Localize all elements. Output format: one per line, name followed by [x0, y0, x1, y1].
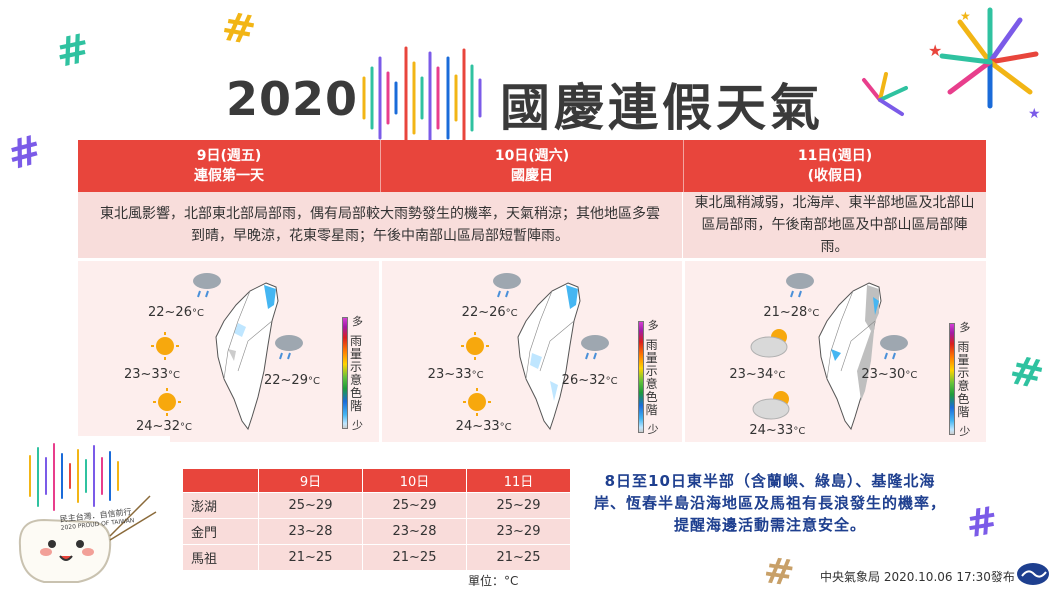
table-row: 馬祖 21~25 21~25 21~25 — [182, 544, 571, 571]
map-cell-9: 22~26°C 23~33°C 24~32°C 22~29°C 多 雨量示意色階… — [78, 261, 382, 442]
title-year: 2020 — [226, 72, 359, 126]
table-unit: 單位：°C — [468, 574, 519, 588]
day-date: 11日(週日) — [797, 148, 873, 164]
fireworks-decoration: ★ ★ ★ — [862, 7, 1041, 122]
value-cell: 21~25 — [362, 544, 467, 571]
cloud-rain-icon — [580, 335, 609, 360]
forecast-description-row: 東北風影響，北部東北部局部雨，偶有局部較大雨勢發生的機率，天氣稍涼；其他地區多雲… — [78, 192, 986, 258]
day-note: 連假第一天 — [194, 168, 264, 184]
forecast-description-11: 東北風稍減弱，北海岸、東半部地區及北部山區局部雨，午後南部地區及中部山區局部陣雨… — [682, 192, 986, 258]
cloud-rain-icon — [880, 335, 909, 360]
taiwan-rain-map — [215, 282, 279, 431]
table-header-row: 9日 10日 11日 — [182, 468, 571, 493]
rain-color-scale — [342, 317, 348, 429]
day-header-row: 9日(週五) 連假第一天 10日(週六) 國慶日 11日(週日) (收假日) — [78, 140, 986, 192]
day-note: (收假日) — [807, 168, 863, 184]
islands-temperature-table: 9日 10日 11日 澎湖 25~29 25~29 25~29 金門 23~28… — [182, 468, 571, 571]
mascot-illustration — [0, 436, 170, 596]
sun-icon — [151, 332, 179, 360]
map-cell-11: 21~28°C 23~34°C 24~33°C 23~30°C 多 雨量示意色階… — [685, 261, 986, 442]
legend-bottom: 少 — [352, 419, 363, 432]
rain-color-scale — [637, 321, 644, 433]
legend-middle: 雨量示意色階 — [645, 338, 658, 417]
day-date: 10日(週六) — [494, 148, 570, 164]
table-corner — [182, 468, 259, 493]
rain-legend: 多 雨量示意色階 少 — [637, 317, 670, 437]
svg-text:★: ★ — [960, 9, 971, 23]
hash-decoration: # — [218, 3, 260, 55]
legend-bottom: 少 — [959, 425, 971, 438]
value-cell: 25~29 — [258, 492, 363, 519]
temp-south: 24~33°C — [749, 423, 806, 438]
place-cell: 澎湖 — [182, 492, 259, 519]
legend-top: 多 — [647, 319, 659, 332]
legend-bottom: 少 — [647, 423, 659, 436]
value-cell: 21~25 — [258, 544, 363, 571]
day-note: 國慶日 — [511, 168, 553, 184]
table-header-cell: 10日 — [362, 468, 467, 493]
cwb-logo-icon — [1017, 563, 1049, 585]
page-title: 2020 國慶連假天氣 — [0, 46, 1060, 150]
temp-central: 23~34°C — [729, 367, 786, 382]
legend-top: 多 — [959, 321, 971, 334]
day-date: 9日(週五) — [196, 148, 262, 164]
place-cell: 馬祖 — [182, 544, 259, 571]
table-header-cell: 9日 — [258, 468, 363, 493]
value-cell: 23~29 — [466, 518, 571, 545]
value-cell: 23~28 — [362, 518, 467, 545]
temp-east: 22~29°C — [264, 373, 320, 388]
table-row: 澎湖 25~29 25~29 25~29 — [182, 492, 571, 519]
hash-decoration: # — [962, 497, 1002, 547]
legend-top: 多 — [352, 315, 363, 328]
temp-north: 22~26°C — [461, 305, 518, 320]
day-header-10: 10日(週六) 國慶日 — [381, 140, 684, 192]
svg-text:★: ★ — [1028, 106, 1041, 122]
temp-east: 23~30°C — [861, 367, 918, 382]
temp-central: 23~33°C — [427, 367, 484, 382]
title-text: 國慶連假天氣 — [500, 79, 824, 137]
day-header-11: 11日(週日) (收假日) — [684, 140, 986, 192]
table-row: 金門 23~28 23~28 23~29 — [182, 518, 571, 545]
taiwan-rain-map — [517, 282, 581, 431]
map-row: 22~26°C 23~33°C 24~32°C 22~29°C 多 雨量示意色階… — [78, 258, 986, 442]
rain-color-scale — [949, 323, 956, 435]
legend-middle: 雨量示意色階 — [957, 340, 970, 419]
partly-cloudy-icon — [752, 391, 790, 420]
rain-legend: 多 雨量示意色階 少 — [342, 313, 374, 433]
forecast-description-9-10: 東北風影響，北部東北部局部雨，偶有局部較大雨勢發生的機率，天氣稍涼；其他地區多雲… — [100, 206, 660, 244]
value-cell: 21~25 — [466, 544, 571, 571]
cloud-rain-icon — [786, 273, 815, 298]
cloud-rain-icon — [275, 335, 303, 360]
taiwan-rain-map — [818, 282, 882, 431]
hash-decoration: # — [761, 550, 797, 595]
svg-text:★: ★ — [928, 41, 942, 60]
sun-icon — [153, 388, 181, 416]
publisher-footer: 中央氣象局 2020.10.06 17:30發布 — [820, 570, 1015, 584]
temp-south: 24~33°C — [455, 419, 512, 434]
cloud-rain-icon — [492, 273, 521, 298]
rain-legend: 多 雨量示意色階 少 — [949, 319, 981, 439]
temp-south: 24~32°C — [136, 419, 192, 434]
national-day-logo — [362, 46, 482, 150]
place-cell: 金門 — [182, 518, 259, 545]
temp-north: 22~26°C — [148, 305, 204, 320]
value-cell: 23~28 — [258, 518, 363, 545]
forecast-panel: 9日(週五) 連假第一天 10日(週六) 國慶日 11日(週日) (收假日) 東… — [78, 140, 986, 442]
cloud-rain-icon — [193, 273, 221, 298]
hash-decoration: # — [1005, 347, 1048, 399]
value-cell: 25~29 — [466, 492, 571, 519]
sun-icon — [460, 332, 489, 360]
day-header-9: 9日(週五) 連假第一天 — [78, 140, 381, 192]
temp-north: 21~28°C — [763, 305, 820, 320]
partly-cloudy-icon — [750, 329, 788, 358]
sun-icon — [462, 388, 491, 416]
value-cell: 25~29 — [362, 492, 467, 519]
table-header-cell: 11日 — [466, 468, 571, 493]
temp-central: 23~33°C — [124, 367, 180, 382]
legend-middle: 雨量示意色階 — [350, 334, 363, 413]
wave-warning-notice: 8日至10日東半部（含蘭嶼、綠島）、基隆北海岸、恆春半島沿海地區及馬祖有長浪發生… — [594, 472, 947, 534]
map-cell-10: 22~26°C 23~33°C 24~33°C 26~32°C 多 雨量示意色階… — [382, 261, 686, 442]
temp-east: 26~32°C — [561, 373, 618, 388]
